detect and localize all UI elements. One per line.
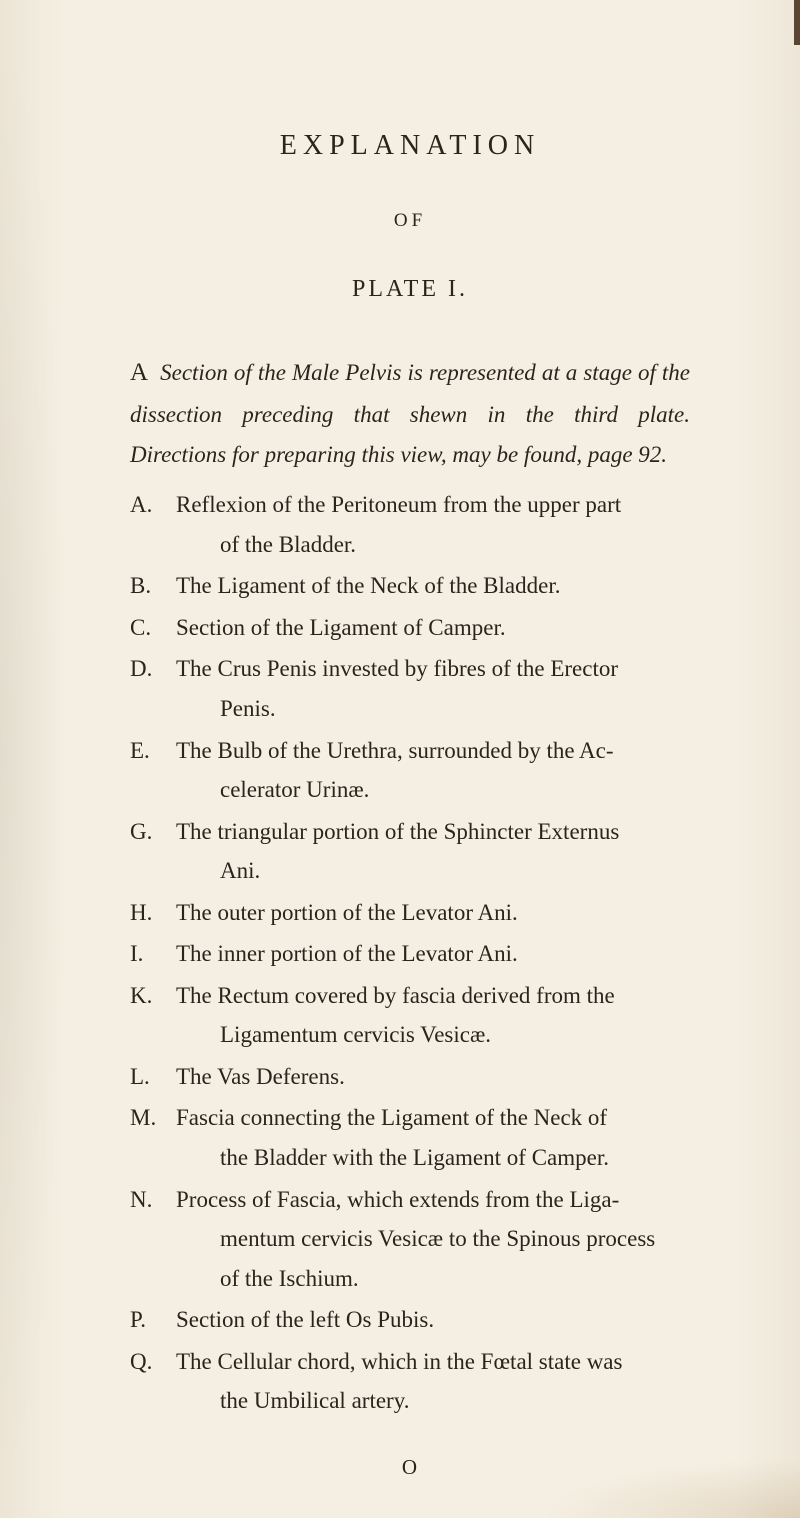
entry-text: The inner portion of the Levator Ani. [176, 934, 690, 974]
entry-a-cont: of the Bladder. [130, 525, 690, 565]
entry-label: L. [130, 1057, 176, 1097]
entry-d-cont: Penis. [130, 689, 690, 729]
entry-label: C. [130, 608, 176, 648]
entry-text: The Rectum covered by fascia derived fro… [176, 976, 690, 1016]
entry-text: The Bulb of the Urethra, surrounded by t… [176, 731, 690, 771]
entry-d: D. The Crus Penis invested by fibres of … [130, 649, 690, 689]
intro-text: Section of the Male Pelvis is represente… [130, 360, 690, 467]
entry-label: N. [130, 1180, 176, 1220]
entry-h: H. The outer portion of the Levator Ani. [130, 893, 690, 933]
entry-e: E. The Bulb of the Urethra, surrounded b… [130, 731, 690, 771]
entry-label: G. [130, 812, 176, 852]
entry-text: The Cellular chord, which in the Fœtal s… [176, 1342, 690, 1382]
entry-i: I. The inner portion of the Levator Ani. [130, 934, 690, 974]
entry-q-cont: the Umbilical artery. [130, 1381, 690, 1421]
page-title: EXPLANATION [130, 130, 690, 162]
entry-text: Process of Fascia, which extends from th… [176, 1180, 690, 1220]
entry-m: M. Fascia connecting the Ligament of the… [130, 1098, 690, 1138]
plate-heading: PLATE I. [130, 276, 690, 303]
entry-a: A. Reflexion of the Peritoneum from the … [130, 485, 690, 525]
entry-label: P. [130, 1300, 176, 1340]
intro-leader: A [130, 359, 148, 386]
entry-label: I. [130, 934, 176, 974]
entry-label: H. [130, 893, 176, 933]
intro-paragraph: A Section of the Male Pelvis is represen… [130, 351, 690, 475]
entry-l: L. The Vas Deferens. [130, 1057, 690, 1097]
entry-k-cont: Ligamentum cervicis Vesicæ. [130, 1015, 690, 1055]
entry-text: The triangular portion of the Sphincter … [176, 812, 690, 852]
entry-g: G. The triangular portion of the Sphinct… [130, 812, 690, 852]
entry-text: Fascia connecting the Ligament of the Ne… [176, 1098, 690, 1138]
entry-q: Q. The Cellular chord, which in the Fœta… [130, 1342, 690, 1382]
entry-e-cont: celerator Urinæ. [130, 770, 690, 810]
entry-b: B. The Ligament of the Neck of the Bladd… [130, 566, 690, 606]
entry-label: D. [130, 649, 176, 689]
entry-label: K. [130, 976, 176, 1016]
page: EXPLANATION OF PLATE I. A Section of the… [0, 0, 800, 1518]
entry-text: Section of the Ligament of Camper. [176, 608, 690, 648]
entry-m-cont: the Bladder with the Ligament of Camper. [130, 1138, 690, 1178]
entry-label: M. [130, 1098, 176, 1138]
entry-text: The Crus Penis invested by fibres of the… [176, 649, 690, 689]
entry-label: E. [130, 731, 176, 771]
signature-mark: O [130, 1455, 690, 1480]
entry-text: The Ligament of the Neck of the Bladder. [176, 566, 690, 606]
subhead-of: OF [130, 210, 690, 232]
entry-label: Q. [130, 1342, 176, 1382]
entry-p: P. Section of the left Os Pubis. [130, 1300, 690, 1340]
entry-c: C. Section of the Ligament of Camper. [130, 608, 690, 648]
entry-text: Reflexion of the Peritoneum from the upp… [176, 485, 690, 525]
entry-text: The Vas Deferens. [176, 1057, 690, 1097]
entry-k: K. The Rectum covered by fascia derived … [130, 976, 690, 1016]
entry-text: Section of the left Os Pubis. [176, 1300, 690, 1340]
entries-list: A. Reflexion of the Peritoneum from the … [130, 485, 690, 1421]
entry-n: N. Process of Fascia, which extends from… [130, 1180, 690, 1220]
entry-n-cont: mentum cervicis Vesicæ to the Spinous pr… [130, 1219, 690, 1259]
entry-label: B. [130, 566, 176, 606]
entry-text: The outer portion of the Levator Ani. [176, 893, 690, 933]
entry-g-cont: Ani. [130, 851, 690, 891]
entry-n-cont2: of the Ischium. [130, 1259, 690, 1299]
entry-label: A. [130, 485, 176, 525]
